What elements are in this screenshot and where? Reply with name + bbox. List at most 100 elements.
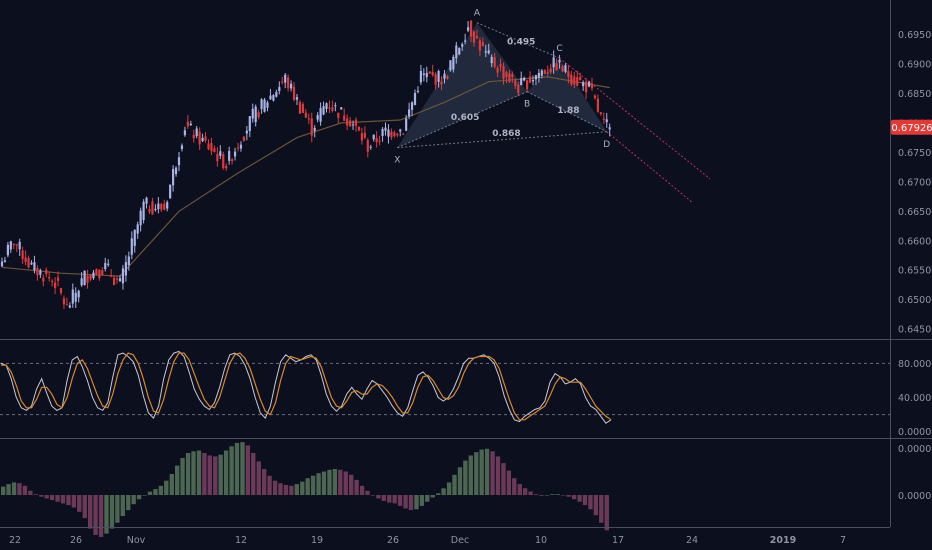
candle — [543, 69, 546, 75]
pane-frames — [0, 0, 932, 528]
candle — [372, 134, 375, 142]
oscillator-bar — [240, 442, 245, 495]
channel-line[interactable] — [559, 57, 711, 180]
candle-body — [295, 97, 299, 100]
candle-body — [396, 134, 399, 136]
candle-body — [189, 123, 192, 126]
candle-body — [472, 31, 476, 43]
candle — [576, 70, 579, 87]
candle — [469, 20, 473, 43]
oscillator-bar — [544, 495, 550, 496]
candle-body — [207, 143, 210, 150]
candle — [269, 88, 272, 100]
candle-body — [334, 105, 337, 107]
candle-body — [292, 86, 296, 100]
oscillator-bar — [158, 485, 164, 495]
oscillator-bar — [452, 474, 457, 495]
candle-body — [590, 83, 594, 89]
candle-body — [263, 99, 266, 112]
candle — [59, 287, 63, 296]
candle — [331, 100, 334, 113]
candle-body — [0, 261, 4, 267]
candle — [172, 165, 175, 192]
candle-body — [157, 203, 160, 210]
oscillator-bar — [191, 451, 196, 495]
pattern-point-label: B — [524, 100, 530, 110]
oscillator-bar — [180, 458, 185, 495]
candle — [89, 274, 92, 282]
candle — [505, 70, 508, 84]
candle — [328, 100, 331, 114]
candle — [51, 279, 54, 287]
candle — [549, 63, 552, 75]
candle — [464, 33, 467, 45]
oscillator-bar — [44, 495, 49, 499]
candle — [15, 243, 18, 253]
candle — [222, 151, 225, 170]
candle — [540, 68, 543, 79]
candle — [298, 100, 302, 114]
price-pane[interactable]: X A B C D 0.495 0.605 0.868 1.88 — [0, 9, 711, 310]
candle — [602, 112, 605, 124]
oscillator-axis[interactable]: 0.0000 0.0000 — [898, 444, 931, 502]
candle-body — [287, 77, 290, 89]
candle — [124, 255, 127, 282]
oscillator-bar — [376, 495, 381, 499]
candle-body — [304, 112, 307, 118]
candle-body — [192, 134, 195, 139]
pattern-ratio-label: 0.495 — [507, 38, 535, 48]
candle — [284, 72, 287, 89]
candle — [36, 265, 39, 281]
candle — [118, 275, 122, 282]
candle-body — [552, 57, 555, 68]
oscillator-bar — [164, 480, 169, 495]
oscillator-bar — [234, 442, 240, 495]
candle-body — [59, 288, 63, 293]
candle-body — [68, 305, 71, 308]
last-price-badge-bg — [891, 119, 932, 135]
candle — [236, 142, 240, 152]
candle — [0, 257, 4, 268]
candle-body — [446, 76, 449, 79]
candle-body — [195, 128, 198, 136]
candle — [92, 270, 95, 280]
oscillator-bar — [115, 495, 120, 523]
candle — [472, 30, 476, 47]
candle — [278, 81, 281, 95]
trend-channel[interactable] — [559, 57, 711, 203]
candle-body — [107, 263, 110, 265]
time-tick-label: 26 — [70, 535, 82, 546]
channel-line[interactable] — [606, 131, 693, 203]
stochastic-pane[interactable] — [0, 350, 890, 424]
candle — [18, 238, 21, 256]
time-axis[interactable]: 22 26 Nov 12 19 26 Dec 10 17 24 2019 7 — [9, 535, 846, 546]
candle-body — [204, 136, 207, 141]
candle-body — [74, 292, 77, 302]
candle — [210, 137, 213, 155]
candle-body — [481, 42, 484, 46]
candle-body — [290, 83, 293, 89]
candle — [281, 76, 284, 85]
candle — [531, 75, 535, 86]
candle — [378, 135, 381, 146]
oscillator-bar — [566, 495, 571, 497]
candle-body — [505, 72, 508, 78]
candle — [45, 267, 48, 278]
candle — [95, 268, 98, 276]
candle-body — [325, 103, 328, 109]
oscillator-pane[interactable] — [1, 442, 609, 537]
candle-body — [576, 77, 579, 86]
oscillator-bar — [338, 469, 343, 495]
candle-body — [30, 262, 33, 265]
stochastic-axis[interactable]: 80.0000 40.0000 0.0000 — [898, 359, 932, 438]
oscillator-bar — [245, 445, 251, 495]
candle-body — [408, 109, 411, 117]
candle-body — [71, 289, 74, 304]
oscillator-bar — [523, 488, 528, 495]
candle — [490, 54, 493, 68]
pattern-ratio-line — [397, 91, 528, 149]
